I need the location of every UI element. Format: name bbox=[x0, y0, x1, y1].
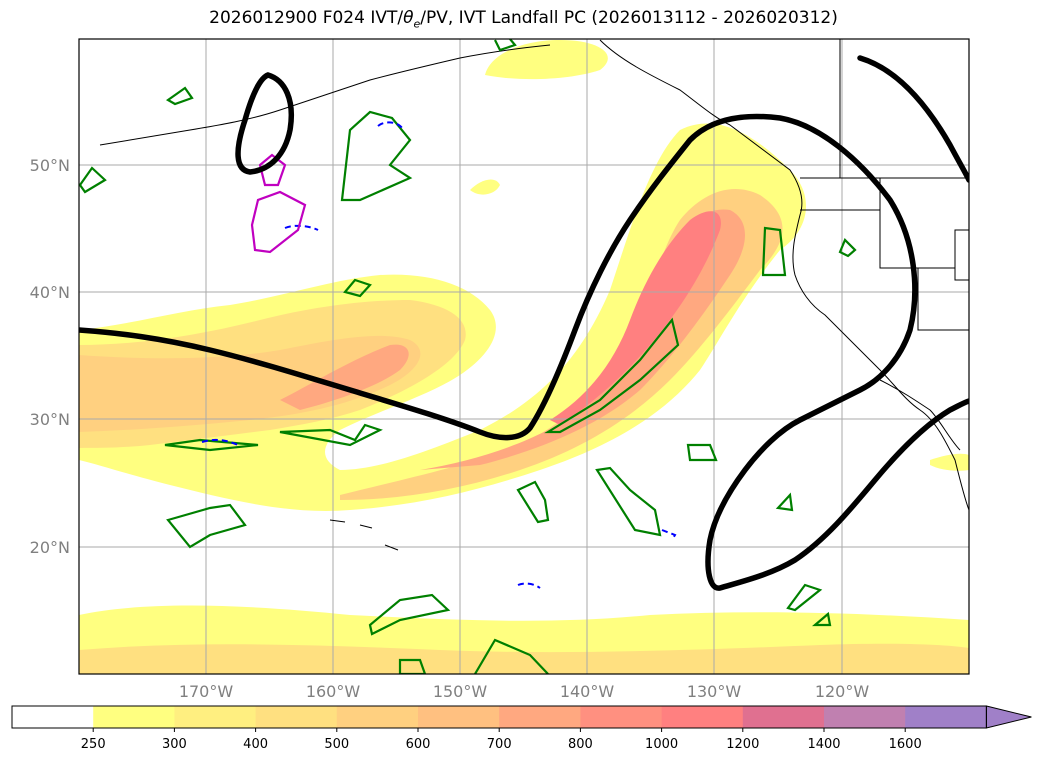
colorbar-segment bbox=[824, 706, 906, 728]
map-frame bbox=[78, 38, 970, 675]
map-title: 2026012900 F024 IVT/θe/PV, IVT Landfall … bbox=[0, 8, 1047, 30]
lon-label-120w: 120°W bbox=[815, 682, 870, 701]
ivt-pc-contours bbox=[79, 55, 969, 591]
colorbar-tick-label: 400 bbox=[243, 737, 268, 752]
theta-contour-9 bbox=[164, 438, 259, 452]
theta-contour-16 bbox=[786, 583, 823, 612]
magenta-contours bbox=[250, 153, 307, 254]
theta-contour-4 bbox=[343, 278, 372, 298]
theta-contour-6 bbox=[761, 226, 787, 277]
lat-labels: 50°N 40°N 30°N 20°N bbox=[30, 156, 70, 557]
coastlines bbox=[99, 39, 969, 551]
ivt-pc-contour-main bbox=[79, 113, 969, 591]
magenta-contour-1 bbox=[258, 153, 287, 187]
map-content bbox=[79, 39, 969, 674]
border-us-mexico bbox=[879, 379, 961, 451]
colorbar-tick-label: 1000 bbox=[645, 737, 678, 752]
title-prefix: 2026012900 F024 IVT/ bbox=[209, 8, 404, 28]
colorbar-segment bbox=[255, 706, 338, 728]
border-states-2 bbox=[917, 268, 969, 331]
colorbar-segment bbox=[174, 706, 257, 728]
lon-label-150w: 150°W bbox=[433, 682, 488, 701]
theta-contour-11 bbox=[516, 480, 550, 524]
ivt-pc-contour-closed bbox=[235, 72, 294, 175]
pv-contour-4 bbox=[661, 529, 677, 541]
colorbar-segment bbox=[93, 706, 175, 728]
gridlines bbox=[79, 39, 969, 674]
colorbar-segment bbox=[12, 706, 94, 728]
pv-contour-5 bbox=[517, 582, 541, 589]
ivt-band-west-600 bbox=[79, 335, 421, 432]
lon-label-130w: 130°W bbox=[687, 682, 742, 701]
colorbar-tick-label: 250 bbox=[81, 737, 106, 752]
theta-e-contours bbox=[79, 39, 857, 674]
colorbar-tick-label: 700 bbox=[487, 737, 512, 752]
theta-contour-2 bbox=[79, 166, 107, 194]
lon-label-170w: 170°W bbox=[179, 682, 234, 701]
theta-contour-20 bbox=[811, 611, 832, 627]
theta-contour-7 bbox=[838, 238, 857, 258]
ivt-core-west bbox=[280, 344, 409, 410]
theta-contour-18 bbox=[474, 638, 549, 674]
title-theta-sub: e bbox=[413, 17, 421, 31]
colorbar-tick-label: 1200 bbox=[726, 737, 759, 752]
ivt-north-patch bbox=[485, 40, 608, 80]
colorbar-segment bbox=[661, 706, 744, 728]
colorbar-tick-label: 1600 bbox=[889, 737, 922, 752]
pv-contour-2 bbox=[284, 224, 319, 231]
lon-labels: 170°W 160°W 150°W 140°W 130°W 120°W bbox=[179, 682, 870, 701]
theta-contour-12 bbox=[595, 466, 662, 537]
title-suffix: /PV, IVT Landfall PC (2026013112 - 20260… bbox=[420, 8, 838, 28]
colorbar-segment bbox=[742, 706, 825, 728]
colorbar-tick-label: 800 bbox=[568, 737, 593, 752]
colorbar-segment bbox=[418, 706, 500, 728]
lat-label-20n: 20°N bbox=[30, 538, 70, 557]
border-states-3 bbox=[954, 229, 969, 281]
theta-contour-17 bbox=[398, 658, 427, 674]
pv-contour-1 bbox=[377, 121, 403, 129]
theta-contour-13 bbox=[686, 443, 718, 462]
ivt-small-patch bbox=[470, 179, 500, 195]
colorbar-tick-label: 1400 bbox=[807, 737, 840, 752]
pv-contours bbox=[201, 121, 677, 589]
ivt-core-main bbox=[550, 211, 721, 425]
lat-label-30n: 30°N bbox=[30, 410, 70, 429]
theta-contour-3 bbox=[340, 110, 413, 202]
theta-contour-15 bbox=[368, 593, 451, 636]
ivt-south-inner bbox=[79, 643, 969, 674]
colorbar-tick-label: 500 bbox=[324, 737, 349, 752]
theta-contour-5 bbox=[544, 317, 680, 434]
theta-contour-8 bbox=[279, 423, 383, 447]
lon-label-160w: 160°W bbox=[306, 682, 361, 701]
ivt-east-patch bbox=[930, 453, 969, 471]
coast-alaska-south bbox=[99, 44, 551, 146]
ivt-pc-contour-ne bbox=[857, 55, 969, 183]
colorbar-segment bbox=[499, 706, 581, 728]
colorbar-extend-arrow bbox=[985, 705, 1032, 729]
theta-contour-10 bbox=[166, 503, 247, 549]
colorbar-segment bbox=[336, 706, 419, 728]
theta-contour-14 bbox=[775, 492, 794, 512]
theta-contour-19 bbox=[494, 39, 517, 52]
colorbar: 250 300 400 500 600 700 800 1000 1200 1400 1600 bbox=[11, 705, 1032, 752]
colorbar-segment bbox=[580, 706, 663, 728]
theta-contour-1 bbox=[165, 86, 194, 106]
colorbar-tick-label: 600 bbox=[406, 737, 431, 752]
colorbar-segment bbox=[905, 706, 987, 728]
pv-contour-3 bbox=[201, 438, 241, 447]
magenta-contour-2 bbox=[250, 190, 307, 254]
lat-label-40n: 40°N bbox=[30, 283, 70, 302]
lon-label-140w: 140°W bbox=[560, 682, 615, 701]
title-theta: θ bbox=[403, 8, 414, 28]
lat-label-50n: 50°N bbox=[30, 156, 70, 175]
colorbar-tick-label: 300 bbox=[162, 737, 187, 752]
ivt-shading bbox=[79, 40, 969, 674]
coast-north-america bbox=[599, 39, 969, 511]
coast-hawaii bbox=[329, 519, 399, 551]
